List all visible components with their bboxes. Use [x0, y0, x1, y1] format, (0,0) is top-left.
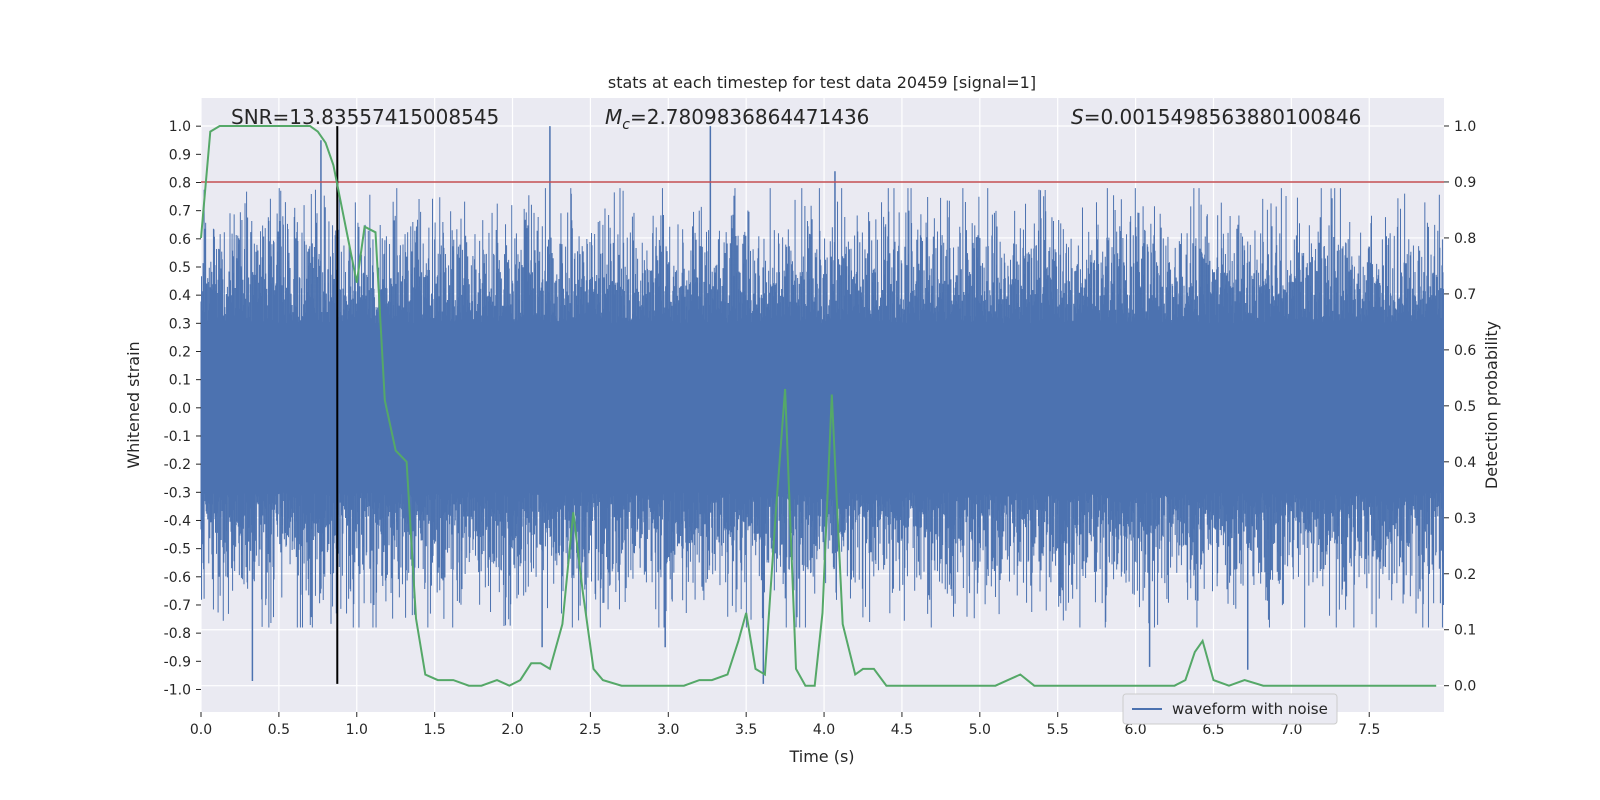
detection-probability-line	[200, 125, 1437, 687]
s-annotation: S=0.0015498563880100846	[1071, 105, 1361, 129]
y-tick-label: 0.0	[169, 401, 191, 417]
x-tick-label: 7.5	[1358, 722, 1380, 738]
x-axis-label: Time (s)	[788, 747, 854, 766]
x-tick-label: 0.0	[190, 722, 212, 738]
x-tick-label: 7.0	[1280, 722, 1302, 738]
y2-tick-label: 0.3	[1454, 511, 1476, 527]
x-tick-label: 6.0	[1124, 722, 1146, 738]
x-tick-label: 5.0	[969, 722, 991, 738]
legend-box	[1122, 693, 1338, 725]
y-tick-label: -0.8	[164, 626, 191, 642]
y2-tick-label: 0.8	[1454, 231, 1476, 247]
x-tick-label: 1.0	[346, 722, 368, 738]
x-tick-label: 2.5	[579, 722, 601, 738]
mc-value: =2.7809836864471436	[630, 105, 869, 129]
probability-series-group	[200, 125, 1437, 687]
x-tick-label: 0.5	[268, 722, 290, 738]
y-tick-label: 0.7	[169, 204, 191, 220]
mc-symbol: M	[605, 105, 622, 129]
y2-tick-label: 0.0	[1454, 679, 1476, 695]
x-tick-label: 6.5	[1202, 722, 1224, 738]
y-tick-label: -0.2	[164, 457, 191, 473]
y2-tick-label: 0.9	[1454, 175, 1476, 191]
y-tick-label: 0.2	[169, 344, 191, 360]
chart-title: stats at each timestep for test data 204…	[608, 73, 1036, 92]
legend-label: waveform with noise	[1172, 700, 1328, 718]
y-tick-label: -0.1	[164, 429, 191, 445]
x-tick-label: 4.5	[891, 722, 913, 738]
y-tick-label: -0.9	[164, 654, 191, 670]
x-tick-label: 3.5	[735, 722, 757, 738]
y2-axis-ticks: 1.0 0.9 0.8 0.7 0.6 0.5 0.4 0.3 0.2 0.1 0.0	[1444, 119, 1476, 695]
x-tick-label: 3.0	[657, 722, 679, 738]
y-tick-label: 0.6	[169, 232, 191, 248]
y-tick-label: -0.6	[164, 570, 191, 586]
y-tick-label: -0.5	[164, 542, 191, 558]
y2-tick-label: 0.7	[1454, 287, 1476, 303]
y2-tick-label: 0.1	[1454, 623, 1476, 639]
snr-annotation: SNR=13.83557415008545	[231, 105, 499, 129]
y-axis-ticks: 1.0 0.9 0.8 0.7 0.6 0.5 0.4 0.3 0.2 0.1 0.0 -0.1 -0.…	[164, 119, 201, 698]
y-axis-label: Whitened strain	[124, 341, 143, 468]
y-tick-label: 0.1	[169, 373, 191, 389]
x-tick-label: 4.0	[813, 722, 835, 738]
waveform-bars	[200, 188, 1444, 628]
y-tick-label: -0.7	[164, 598, 191, 614]
y-tick-label: 0.9	[169, 147, 191, 163]
s-symbol: S	[1071, 105, 1084, 129]
x-tick-label: 5.5	[1047, 722, 1069, 738]
y2-tick-label: 1.0	[1454, 119, 1476, 135]
x-tick-label: 2.0	[501, 722, 523, 738]
y2-tick-label: 0.5	[1454, 399, 1476, 415]
y-tick-label: 0.8	[169, 175, 191, 191]
y-tick-label: -0.3	[164, 485, 191, 501]
y-tick-label: 0.5	[169, 260, 191, 276]
y2-axis-label: Detection probability	[1482, 321, 1501, 489]
mc-subscript: c	[622, 117, 630, 133]
y-tick-label: 0.4	[169, 288, 191, 304]
x-tick-label: 1.5	[424, 722, 446, 738]
y-tick-label: 1.0	[169, 119, 191, 135]
y-tick-label: -1.0	[164, 682, 191, 698]
s-value: =0.0015498563880100846	[1084, 105, 1362, 129]
y2-tick-label: 0.4	[1454, 455, 1476, 471]
chirp-mass-annotation: Mc=2.7809836864471436	[605, 105, 869, 133]
y2-tick-label: 0.6	[1454, 343, 1476, 359]
x-axis-ticks: 0.0 0.5 1.0 1.5 2.0 2.5 3.0 3.5 4.0 4.5 5.0 5.5 6.0 6…	[190, 712, 1380, 738]
y-tick-label: -0.4	[164, 513, 191, 529]
legend: waveform with noise	[1122, 693, 1338, 725]
y2-tick-label: 0.2	[1454, 567, 1476, 583]
y-tick-label: 0.3	[169, 316, 191, 332]
